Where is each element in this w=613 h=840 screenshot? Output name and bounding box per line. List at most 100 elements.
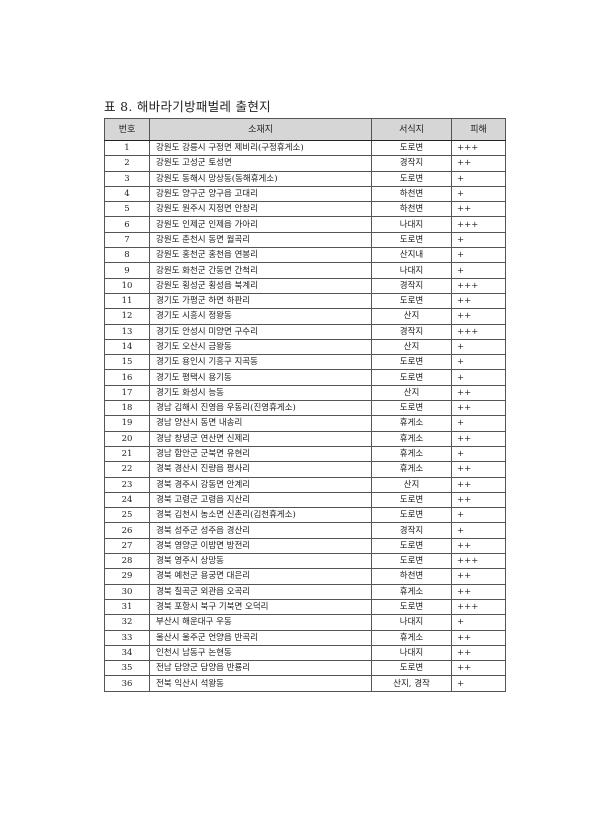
- cell-damage: +++: [451, 553, 506, 570]
- table-row: 33 울산시 울주군 언양읍 반곡리 휴게소 ++: [104, 629, 506, 646]
- cell-habitat: 도로변: [371, 369, 452, 386]
- cell-location: 경북 영양군 이밤면 방전리: [149, 537, 372, 555]
- cell-damage: ++: [451, 461, 506, 478]
- cell-number: 16: [104, 369, 150, 386]
- cell-damage: ++: [451, 537, 506, 555]
- cell-habitat: 휴게소: [371, 583, 452, 600]
- cell-location: 경기도 평택시 용기동: [149, 369, 372, 386]
- cell-habitat: 하천변: [371, 568, 452, 585]
- header-damage: 피해: [451, 118, 506, 141]
- occurrence-table: 번호 소재지 서식지 피해 1 강원도 강릉시 구정면 제비리(구정휴게소) 도로변…: [104, 118, 506, 692]
- cell-damage: +: [451, 445, 506, 463]
- table-row: 15 경기도 용인시 기흥구 지곡동 도로변 +: [104, 354, 506, 371]
- cell-habitat: 경작지: [371, 155, 452, 172]
- cell-number: 34: [104, 644, 150, 662]
- cell-damage: ++: [451, 568, 506, 585]
- cell-habitat: 하천변: [371, 201, 452, 218]
- cell-habitat: 나대지: [371, 644, 452, 662]
- cell-habitat: 도로변: [371, 491, 452, 509]
- cell-damage: +++: [451, 323, 506, 340]
- cell-number: 26: [104, 522, 150, 539]
- table-row: 24 경북 고령군 고령읍 지산리 도로변 ++: [104, 491, 506, 509]
- table-row: 1 강원도 강릉시 구정면 제비리(구정휴게소) 도로변 +++: [104, 139, 506, 157]
- header-habitat: 서식지: [371, 118, 452, 141]
- cell-number: 27: [104, 537, 150, 555]
- cell-location: 경기도 오산시 금왕동: [149, 338, 372, 356]
- cell-damage: ++: [451, 583, 506, 600]
- table-row: 22 경북 경산시 진량읍 평사리 휴게소 ++: [104, 461, 506, 478]
- cell-habitat: 도로변: [371, 400, 452, 417]
- cell-damage: +: [451, 262, 506, 279]
- cell-number: 24: [104, 491, 150, 509]
- cell-damage: ++: [451, 292, 506, 310]
- table-row: 11 경기도 가평군 하면 하판리 도로변 ++: [104, 292, 506, 310]
- table-row: 2 강원도 고성군 토성면 경작지 ++: [104, 155, 506, 172]
- table-row: 16 경기도 평택시 용기동 도로변 +: [104, 369, 506, 386]
- cell-location: 전북 익산시 석왕동: [149, 675, 372, 692]
- cell-location: 경북 김천시 농소면 신촌리(김천휴게소): [149, 507, 372, 524]
- cell-damage: +: [451, 522, 506, 539]
- cell-number: 36: [104, 675, 150, 692]
- cell-damage: +++: [451, 139, 506, 157]
- cell-damage: ++: [451, 644, 506, 662]
- cell-number: 13: [104, 323, 150, 340]
- cell-damage: +: [451, 354, 506, 371]
- cell-habitat: 휴게소: [371, 430, 452, 447]
- cell-number: 11: [104, 292, 150, 310]
- table-row: 13 경기도 안성시 미양면 구수리 경작지 +++: [104, 323, 506, 340]
- header-location: 소재지: [149, 118, 372, 141]
- cell-location: 경남 양산시 동면 내송리: [149, 415, 372, 432]
- table-row: 26 경북 성주군 성주읍 경산리 경작지 +: [104, 522, 506, 539]
- table-row: 7 강원도 춘천시 동면 월곡리 도로변 +: [104, 231, 506, 249]
- header-number: 번호: [104, 118, 150, 141]
- cell-damage: ++: [451, 476, 506, 493]
- cell-habitat: 휴게소: [371, 461, 452, 478]
- cell-number: 4: [104, 185, 150, 203]
- cell-habitat: 산지: [371, 338, 452, 356]
- table-row: 36 전북 익산시 석왕동 산지, 경작 +: [104, 675, 506, 692]
- cell-location: 경북 포항시 북구 기북면 오덕리: [149, 598, 372, 616]
- cell-habitat: 휴게소: [371, 629, 452, 646]
- cell-damage: +: [451, 614, 506, 631]
- table-row: 34 인천시 남동구 논현동 나대지 ++: [104, 644, 506, 662]
- cell-habitat: 산지내: [371, 247, 452, 264]
- table-row: 3 강원도 동해시 망상동(동해휴게소) 도로변 +: [104, 170, 506, 187]
- cell-habitat: 경작지: [371, 277, 452, 294]
- table-row: 27 경북 영양군 이밤면 방전리 도로변 ++: [104, 537, 506, 555]
- cell-location: 경북 경주시 강동면 안계리: [149, 476, 372, 493]
- cell-location: 경기도 시흥시 정왕동: [149, 308, 372, 325]
- table-caption: 표 8. 해바라기방패벌레 출현지: [104, 99, 271, 114]
- cell-habitat: 도로변: [371, 354, 452, 371]
- cell-number: 19: [104, 415, 150, 432]
- cell-damage: +: [451, 415, 506, 432]
- cell-habitat: 도로변: [371, 537, 452, 555]
- cell-number: 2: [104, 155, 150, 172]
- table-row: 28 경북 영주시 상망동 도로변 +++: [104, 553, 506, 570]
- cell-damage: +: [451, 185, 506, 203]
- cell-number: 25: [104, 507, 150, 524]
- cell-number: 20: [104, 430, 150, 447]
- table-row: 4 강원도 양구군 양구읍 고대리 하천변 +: [104, 185, 506, 203]
- table-row: 25 경북 김천시 농소면 신촌리(김천휴게소) 도로변 +: [104, 507, 506, 524]
- cell-habitat: 산지: [371, 308, 452, 325]
- cell-habitat: 나대지: [371, 216, 452, 233]
- cell-location: 강원도 횡성군 횡성읍 북계리: [149, 277, 372, 294]
- cell-number: 28: [104, 553, 150, 570]
- cell-location: 강원도 화천군 간동면 간척리: [149, 262, 372, 279]
- table-row: 8 강원도 홍천군 홍천읍 연봉리 산지내 +: [104, 247, 506, 264]
- cell-damage: +: [451, 507, 506, 524]
- cell-damage: +++: [451, 277, 506, 294]
- cell-habitat: 휴게소: [371, 415, 452, 432]
- cell-number: 7: [104, 231, 150, 249]
- cell-habitat: 도로변: [371, 170, 452, 187]
- cell-number: 14: [104, 338, 150, 356]
- cell-damage: +: [451, 338, 506, 356]
- cell-location: 전남 담양군 담양읍 반룡리: [149, 660, 372, 677]
- cell-number: 35: [104, 660, 150, 677]
- cell-location: 강원도 원주시 지정면 안창리: [149, 201, 372, 218]
- cell-location: 강원도 동해시 망상동(동해휴게소): [149, 170, 372, 187]
- cell-number: 29: [104, 568, 150, 585]
- cell-number: 3: [104, 170, 150, 187]
- cell-location: 경남 함안군 군북면 유현리: [149, 445, 372, 463]
- table-row: 14 경기도 오산시 금왕동 산지 +: [104, 338, 506, 356]
